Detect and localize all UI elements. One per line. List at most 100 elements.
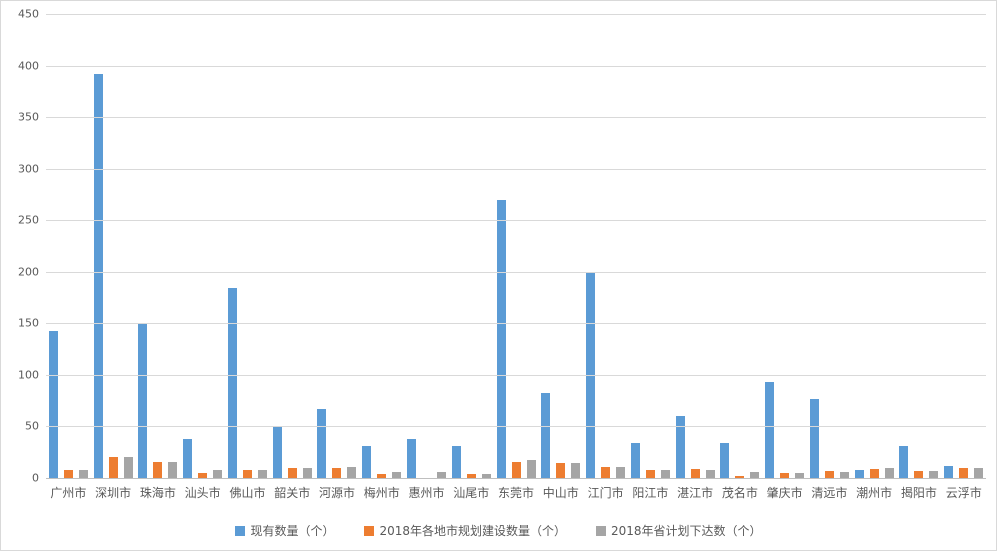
x-tick-label: 韶关市 bbox=[274, 486, 311, 500]
bar bbox=[362, 446, 372, 478]
bar bbox=[899, 446, 909, 478]
y-tick-label: 450 bbox=[18, 7, 39, 21]
x-tick-label: 茂名市 bbox=[721, 486, 758, 500]
x-tick-label: 江门市 bbox=[587, 486, 624, 500]
bar bbox=[168, 462, 178, 478]
legend: 现有数量（个） 2018年各地市规划建设数量（个） 2018年省计划下达数（个） bbox=[1, 522, 996, 539]
x-tick-label: 广州市 bbox=[50, 486, 87, 500]
bar bbox=[407, 439, 416, 478]
x-tick-label: 云浮市 bbox=[945, 486, 982, 500]
gridline-400 bbox=[46, 65, 986, 67]
bar bbox=[809, 399, 819, 478]
bar bbox=[183, 439, 193, 478]
bar bbox=[541, 393, 551, 478]
bar-group-7 bbox=[315, 14, 360, 478]
x-tick-label: 惠州市 bbox=[408, 486, 445, 500]
gridline-150 bbox=[46, 323, 986, 325]
bar bbox=[944, 466, 954, 478]
bar bbox=[616, 467, 626, 478]
x-tick-label: 汕头市 bbox=[184, 486, 221, 500]
bar-group-16 bbox=[717, 14, 762, 478]
bar-group-5 bbox=[225, 14, 270, 478]
bar bbox=[690, 469, 700, 478]
bar bbox=[272, 426, 282, 478]
legend-label: 2018年省计划下达数（个） bbox=[611, 524, 762, 538]
x-tick-label: 东莞市 bbox=[498, 486, 535, 500]
y-tick-label: 250 bbox=[18, 213, 39, 227]
bar bbox=[929, 471, 939, 478]
bar bbox=[750, 472, 760, 478]
bar bbox=[466, 474, 476, 478]
bar bbox=[526, 460, 536, 478]
x-axis-labels: 广州市 深圳市 珠海市 汕头市 佛山市 韶关市 河源市 梅州市 惠州市 汕尾市 东莞市 中山市 江门市阳… bbox=[46, 484, 986, 501]
bar bbox=[347, 467, 357, 478]
bar bbox=[645, 470, 655, 478]
bar-group-2 bbox=[91, 14, 136, 478]
bar bbox=[257, 470, 267, 478]
y-tick-label: 400 bbox=[18, 59, 39, 73]
gridline-250 bbox=[46, 220, 986, 222]
bar bbox=[227, 288, 237, 478]
gridline-300 bbox=[46, 168, 986, 170]
legend-swatch-icon bbox=[235, 525, 246, 536]
bar bbox=[138, 323, 148, 478]
x-tick-label: 揭阳市 bbox=[900, 486, 937, 500]
y-tick-label: 100 bbox=[18, 368, 39, 382]
bar bbox=[735, 476, 745, 478]
x-tick-label: 河源市 bbox=[318, 486, 355, 500]
legend-label: 现有数量（个） bbox=[250, 524, 335, 538]
bar bbox=[914, 471, 924, 478]
x-axis-line bbox=[46, 478, 986, 479]
bar-group-19 bbox=[852, 14, 897, 478]
bar bbox=[392, 472, 402, 478]
bar bbox=[63, 470, 73, 478]
bar-group-12 bbox=[538, 14, 583, 478]
bar bbox=[660, 470, 670, 478]
bar bbox=[839, 472, 849, 478]
legend-item: 2018年各地市规划建设数量（个） bbox=[364, 522, 566, 539]
x-tick-label: 梅州市 bbox=[363, 486, 400, 500]
bar bbox=[869, 469, 879, 478]
bar bbox=[959, 468, 969, 478]
x-tick-label: 潮州市 bbox=[856, 486, 893, 500]
y-tick-label: 350 bbox=[18, 110, 39, 124]
bar bbox=[705, 470, 715, 478]
gridline-50 bbox=[46, 426, 986, 428]
bar bbox=[496, 200, 506, 478]
x-tick-label: 肇庆市 bbox=[766, 486, 803, 500]
x-tick-label: 中山市 bbox=[542, 486, 579, 500]
bar bbox=[780, 473, 790, 478]
legend-swatch-icon bbox=[364, 525, 375, 536]
bar bbox=[974, 468, 984, 478]
bar bbox=[302, 468, 312, 478]
bar bbox=[630, 443, 640, 478]
legend-item: 现有数量（个） bbox=[235, 522, 334, 539]
bar-group-18 bbox=[807, 14, 852, 478]
y-tick-label: 200 bbox=[18, 265, 39, 279]
gridline-350 bbox=[46, 117, 986, 119]
bar bbox=[198, 473, 208, 478]
x-tick-label: 佛山市 bbox=[229, 486, 266, 500]
y-tick-label: 150 bbox=[18, 316, 39, 330]
bar-group-1 bbox=[46, 14, 91, 478]
y-tick-label: 0 bbox=[32, 471, 39, 485]
bar bbox=[123, 457, 133, 478]
x-tick-label: 深圳市 bbox=[95, 486, 132, 500]
bar-group-8 bbox=[359, 14, 404, 478]
bar bbox=[675, 416, 685, 478]
bar-group-14 bbox=[628, 14, 673, 478]
x-tick-label: 珠海市 bbox=[139, 486, 176, 500]
bar bbox=[451, 446, 461, 478]
bar-group-21 bbox=[941, 14, 986, 478]
gridline-450 bbox=[46, 14, 986, 15]
y-tick-label: 50 bbox=[25, 419, 39, 433]
bar-group-4 bbox=[180, 14, 225, 478]
bar bbox=[795, 473, 805, 478]
bar bbox=[765, 382, 775, 478]
x-tick-label: 阳江市 bbox=[632, 486, 669, 500]
y-tick-label: 300 bbox=[18, 162, 39, 176]
bar bbox=[213, 470, 223, 478]
bar bbox=[93, 74, 103, 478]
legend-swatch-icon bbox=[596, 525, 606, 536]
